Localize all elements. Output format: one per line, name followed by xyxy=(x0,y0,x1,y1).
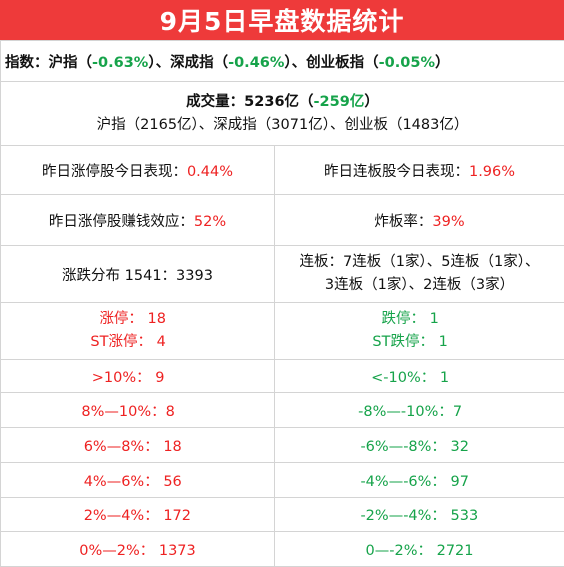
cy-index-change: -0.05% xyxy=(378,54,435,71)
range-row: 0%—2%： 1373 0—-2%： 2721 xyxy=(0,531,564,567)
sh-label: 沪指（ xyxy=(48,54,93,71)
range-down-label: -4%—-6%： xyxy=(360,473,446,490)
consecutive-perf-value: 1.96% xyxy=(468,163,516,180)
sep-2: ）、创业板指（ xyxy=(284,54,379,71)
range-up-label: 8%—10%： xyxy=(81,403,166,420)
limit-down-count: 1 xyxy=(429,311,439,327)
range-up-label: 6%—8%： xyxy=(83,438,159,455)
sz-index-change: -0.46% xyxy=(228,54,285,71)
range-up-count: 1373 xyxy=(158,542,196,559)
range-up-count: 8 xyxy=(165,403,175,420)
profit-effect-label: 昨日涨停股赚钱效应： xyxy=(48,213,194,230)
bomb-rate-cell: 炸板率：39% xyxy=(273,194,564,246)
sheet-title: 9月5日早盘数据统计 xyxy=(0,0,564,40)
indices-label: 指数： xyxy=(5,54,49,71)
range-up-cell: 0%—2%： 1373 xyxy=(0,531,275,567)
stats-table: 指数：沪指（-0.63%）、深成指（-0.46%）、创业板指（-0.05%） 成… xyxy=(0,40,564,567)
volume-detail: 沪指（2165亿）、深成指（3071亿）、创业板（1483亿） xyxy=(96,116,469,133)
range-up-count: 18 xyxy=(163,438,182,455)
limit-up-perf-cell: 昨日涨停股今日表现：0.44% xyxy=(0,145,275,195)
consecutive-line-2: 3连板（1家）、2连板（3家） xyxy=(324,277,515,293)
range-up-count: 172 xyxy=(163,508,191,524)
st-limit-down-count: 1 xyxy=(438,334,448,350)
range-down-cell: -2%—-4%： 533 xyxy=(273,497,564,532)
range-up-count: 56 xyxy=(163,473,182,490)
range-down-label: 0—-2%： xyxy=(365,542,432,559)
range-down-count: 1 xyxy=(439,369,450,386)
consecutive-perf-cell: 昨日连板股今日表现：1.96% xyxy=(273,145,564,195)
indices-row: 指数：沪指（-0.63%）、深成指（-0.46%）、创业板指（-0.05%） xyxy=(0,40,564,82)
range-down-cell: 0—-2%： 2721 xyxy=(273,531,564,567)
range-down-cell: -4%—-6%： 97 xyxy=(273,462,564,498)
st-limit-down-line: ST跌停： 1 xyxy=(279,331,560,354)
range-row: 8%—10%：8 -8%—-10%：7 xyxy=(0,392,564,428)
range-down-count: 2721 xyxy=(436,542,474,559)
range-down-count: 32 xyxy=(450,438,469,455)
range-up-label: 4%—6%： xyxy=(83,473,159,490)
range-down-cell: -6%—-8%： 32 xyxy=(273,427,564,463)
range-up-cell: 8%—10%：8 xyxy=(0,392,275,428)
limit-up-label: 涨停： xyxy=(99,311,143,327)
indices-end: ） xyxy=(434,54,450,71)
range-up-cell: >10%： 9 xyxy=(0,359,275,393)
range-up-cell: 2%—4%： 172 xyxy=(0,497,275,532)
range-down-count: 7 xyxy=(452,403,463,420)
consecutive-perf-label: 昨日连板股今日表现： xyxy=(323,163,469,180)
sep-1: ）、深成指（ xyxy=(148,54,229,71)
limit-up-perf-label: 昨日涨停股今日表现： xyxy=(41,163,187,180)
volume-cell: 成交量：5236亿（-259亿） 沪指（2165亿）、深成指（3071亿）、创业… xyxy=(0,81,564,146)
range-row: >10%： 9 <-10%： 1 xyxy=(0,359,564,393)
profit-effect-cell: 昨日涨停股赚钱效应：52% xyxy=(0,194,275,246)
range-row: 4%—6%： 56 -4%—-6%： 97 xyxy=(0,462,564,498)
distribution-row: 涨跌分布 1541：3393 连板：7连板（1家）、5连板（1家）、 3连板（1… xyxy=(0,245,564,303)
range-down-label: -8%—-10%： xyxy=(358,403,453,420)
bomb-rate-value: 39% xyxy=(432,213,465,230)
limits-row: 涨停： 18 ST涨停： 4 跌停： 1 ST跌停： 1 xyxy=(0,302,564,360)
sh-index-change: -0.63% xyxy=(92,54,149,71)
profit-effect-value: 52% xyxy=(193,213,227,230)
volume-row: 成交量：5236亿（-259亿） 沪指（2165亿）、深成指（3071亿）、创业… xyxy=(0,81,564,146)
range-up-label: 0%—2%： xyxy=(79,542,155,559)
consecutive-cell: 连板：7连板（1家）、5连板（1家）、 3连板（1家）、2连板（3家） xyxy=(273,245,564,303)
range-row: 6%—8%： 18 -6%—-8%： 32 xyxy=(0,427,564,463)
range-up-cell: 4%—6%： 56 xyxy=(0,462,275,498)
st-limit-down-label: ST跌停： xyxy=(372,334,434,350)
range-down-cell: <-10%： 1 xyxy=(273,359,564,393)
st-limit-up-line: ST涨停： 4 xyxy=(5,331,270,354)
volume-change: -259亿 xyxy=(313,93,365,110)
distribution-cell: 涨跌分布 1541：3393 xyxy=(0,245,275,303)
limit-down-label: 跌停： xyxy=(381,311,425,327)
range-down-cell: -8%—-10%：7 xyxy=(273,392,564,428)
range-down-label: -6%—-8%： xyxy=(360,438,446,455)
range-up-label: >10%： xyxy=(91,369,151,386)
range-down-count: 97 xyxy=(450,473,469,490)
st-limit-up-label: ST涨停： xyxy=(90,334,152,350)
indices-cell: 指数：沪指（-0.63%）、深成指（-0.46%）、创业板指（-0.05%） xyxy=(0,40,564,82)
range-down-count: 533 xyxy=(450,508,479,524)
limit-up-perf-value: 0.44% xyxy=(186,163,234,180)
limit-up-cell: 涨停： 18 ST涨停： 4 xyxy=(0,302,275,360)
consecutive-line-1: 连板：7连板（1家）、5连板（1家）、 xyxy=(299,254,540,270)
range-down-label: -2%—-4%： xyxy=(360,508,446,524)
range-row: 2%—4%： 172 -2%—-4%： 533 xyxy=(0,497,564,532)
profit-row: 昨日涨停股赚钱效应：52% 炸板率：39% xyxy=(0,194,564,246)
bomb-rate-label: 炸板率： xyxy=(374,213,433,230)
volume-line: 成交量：5236亿（-259亿） xyxy=(5,91,560,114)
range-up-count: 9 xyxy=(155,369,165,386)
range-up-cell: 6%—8%： 18 xyxy=(0,427,275,463)
volume-label: 成交量：5236亿（ xyxy=(186,93,314,110)
st-limit-up-count: 4 xyxy=(156,334,166,350)
limit-up-line: 涨停： 18 xyxy=(5,308,270,331)
limit-down-line: 跌停： 1 xyxy=(279,308,560,331)
range-up-label: 2%—4%： xyxy=(83,508,159,524)
limit-up-count: 18 xyxy=(147,311,166,327)
limit-down-cell: 跌停： 1 ST跌停： 1 xyxy=(273,302,564,360)
volume-end: ） xyxy=(364,93,379,110)
performance-row: 昨日涨停股今日表现：0.44% 昨日连板股今日表现：1.96% xyxy=(0,145,564,195)
range-down-label: <-10%： xyxy=(371,369,436,386)
